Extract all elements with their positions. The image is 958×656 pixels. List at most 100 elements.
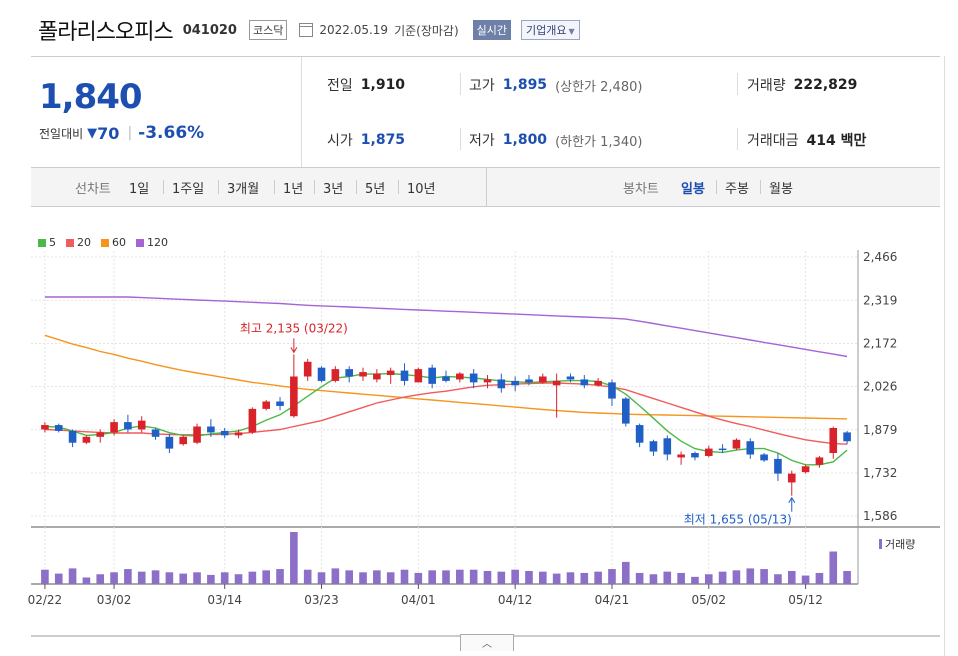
candle-body bbox=[207, 426, 215, 433]
collapse-button[interactable]: ︿ bbox=[460, 634, 514, 651]
legend-swatch bbox=[136, 238, 144, 247]
volume-bar bbox=[704, 574, 713, 584]
volume-bar bbox=[276, 569, 284, 584]
volume-bar bbox=[718, 571, 727, 584]
candle-body bbox=[718, 448, 727, 451]
volume-bar bbox=[68, 568, 77, 584]
title-row: 폴라리스오피스 041020 코스닥 2022.05.19 기준(장마감) 실시… bbox=[38, 14, 580, 46]
volume-bar bbox=[787, 571, 796, 584]
candle-body bbox=[331, 369, 340, 381]
high-price: 고가 1,895 (상한가 2,480) bbox=[469, 75, 642, 95]
period-1w[interactable]: 1주일 bbox=[172, 182, 205, 197]
volume-bar bbox=[386, 572, 395, 584]
high-arrow-head bbox=[290, 347, 298, 354]
period-5y[interactable]: 5년 bbox=[365, 182, 386, 197]
stock-name: 폴라리스오피스 bbox=[38, 20, 174, 45]
volume-bar bbox=[137, 571, 146, 584]
diff-percent: -3.66% bbox=[138, 123, 205, 143]
diff-row: 전일대비 ▼ 70 | -3.66% bbox=[39, 123, 204, 143]
x-tick-label: 02/22 bbox=[28, 593, 63, 607]
candle-body bbox=[68, 430, 77, 443]
company-overview-button[interactable]: 기업개요 ▼ bbox=[521, 20, 580, 40]
candle-monthly[interactable]: 월봉 bbox=[769, 182, 793, 197]
diff-separator: | bbox=[127, 125, 133, 141]
candle-body bbox=[815, 457, 824, 465]
period-3m[interactable]: 3개월 bbox=[227, 182, 260, 197]
volume-bar bbox=[594, 571, 602, 584]
candle-body bbox=[608, 382, 616, 399]
candle-body bbox=[290, 376, 298, 417]
candle-body bbox=[456, 373, 464, 380]
volume-bar bbox=[815, 572, 824, 584]
candle-body bbox=[400, 370, 409, 381]
period-3y[interactable]: 3년 bbox=[323, 182, 344, 197]
candle-body bbox=[704, 448, 713, 456]
ma20-line bbox=[44, 382, 848, 445]
volume-bar bbox=[165, 572, 174, 584]
legend-swatch bbox=[101, 238, 109, 247]
volume-bar bbox=[124, 569, 132, 584]
x-tick-label: 04/01 bbox=[401, 593, 436, 607]
diff-label: 전일대비 bbox=[39, 126, 84, 141]
candle-body bbox=[663, 438, 672, 455]
high-value: 1,895 bbox=[502, 77, 548, 93]
chart-legend: 5 20 60 120 bbox=[38, 236, 168, 249]
line-chart-label: 선차트 bbox=[75, 182, 111, 197]
volume-bar bbox=[483, 571, 492, 584]
volume-bar bbox=[649, 574, 658, 584]
period-1y[interactable]: 1년 bbox=[283, 182, 304, 197]
candle-chart-label: 봉차트 bbox=[623, 182, 659, 197]
volume-bar bbox=[373, 570, 381, 584]
lower-limit: (하한가 1,340) bbox=[555, 134, 643, 150]
volume-bar bbox=[234, 574, 243, 584]
candle-body bbox=[41, 425, 49, 430]
amount-label: 거래대금 bbox=[747, 133, 799, 149]
volume-bar bbox=[54, 573, 63, 584]
divider bbox=[460, 73, 461, 95]
volume-bar bbox=[428, 570, 436, 584]
realtime-button[interactable]: 실시간 bbox=[472, 20, 512, 40]
amount-value: 414 백만 bbox=[806, 133, 867, 149]
candle-body bbox=[96, 432, 105, 437]
volume-bar bbox=[442, 570, 450, 584]
volume-bar bbox=[400, 569, 409, 584]
volume-bar bbox=[248, 571, 257, 584]
volume-bar bbox=[746, 568, 755, 584]
volume-bar bbox=[732, 570, 741, 584]
candle-body bbox=[262, 401, 271, 409]
candle-body bbox=[497, 379, 506, 389]
candle-body bbox=[276, 401, 284, 406]
y-tick-label: 2,319 bbox=[863, 293, 897, 307]
high-label: 고가 bbox=[469, 78, 495, 94]
candle-body bbox=[220, 430, 229, 436]
period-10y[interactable]: 10년 bbox=[407, 182, 436, 197]
candle-body bbox=[234, 432, 243, 436]
caret-down-icon: ▼ bbox=[568, 27, 575, 36]
volume-bar bbox=[41, 569, 49, 584]
candle-body bbox=[649, 441, 658, 452]
low-annotation: 최저 1,655 (05/13) bbox=[684, 513, 792, 527]
legend-label: 60 bbox=[112, 236, 126, 249]
y-tick-label: 1,732 bbox=[863, 466, 897, 480]
candle-weekly[interactable]: 주봉 bbox=[725, 182, 749, 197]
period-1d[interactable]: 1일 bbox=[129, 182, 150, 197]
chevron-up-icon: ︿ bbox=[482, 639, 492, 650]
divider bbox=[460, 128, 461, 150]
y-tick-label: 2,172 bbox=[863, 337, 897, 351]
candle-daily[interactable]: 일봉 bbox=[681, 182, 705, 197]
candle-body bbox=[732, 439, 741, 449]
x-tick-label: 03/23 bbox=[304, 593, 339, 607]
candle-body bbox=[386, 370, 395, 376]
y-tick-label: 1,586 bbox=[863, 509, 897, 523]
stock-code: 041020 bbox=[182, 22, 237, 38]
candle-body bbox=[303, 361, 312, 377]
volume-bar bbox=[829, 551, 838, 584]
quote-panel: 1,840 전일대비 ▼ 70 | -3.66% 전일 1,910 고가 1,8… bbox=[31, 56, 940, 168]
candle-body bbox=[843, 432, 851, 442]
volume-bar bbox=[760, 569, 768, 584]
low-price: 저가 1,800 (하한가 1,340) bbox=[469, 130, 642, 150]
candle-body bbox=[566, 376, 575, 380]
candle-body bbox=[580, 379, 589, 386]
candle-body bbox=[82, 436, 91, 443]
